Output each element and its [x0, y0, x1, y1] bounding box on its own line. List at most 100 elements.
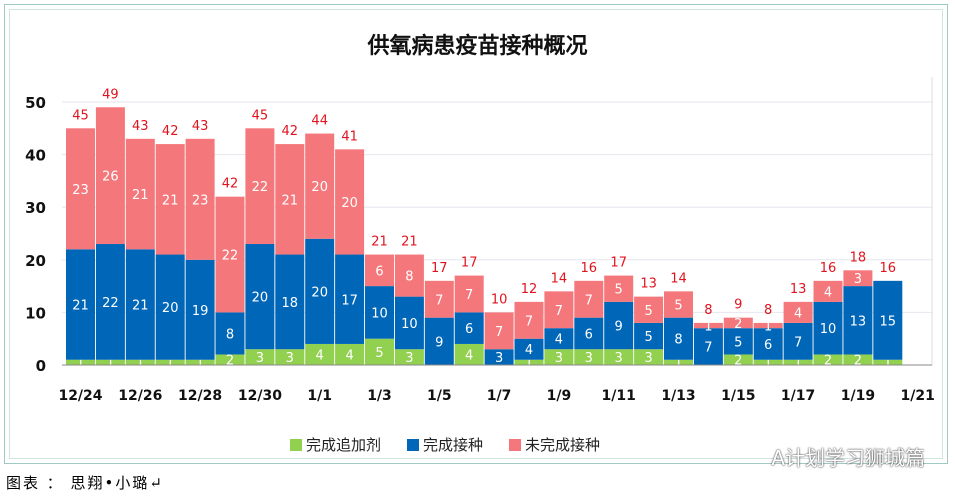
data-label: 5	[734, 335, 742, 350]
bar-segment	[155, 144, 185, 255]
bar-segment	[125, 249, 155, 360]
data-label: 6	[375, 264, 383, 279]
bar-segment	[753, 322, 783, 329]
bar-segment	[783, 301, 813, 323]
x-tick-label: 1/9	[547, 388, 572, 404]
bar-segment	[544, 291, 574, 329]
data-label: 6	[585, 327, 593, 342]
data-label: 13	[850, 314, 867, 329]
total-label: 43	[192, 119, 209, 134]
legend: 完成追加剂 完成接种 未完成接种	[290, 434, 600, 455]
data-label: 20	[162, 301, 179, 316]
bar-segment	[873, 359, 903, 365]
bar-segment	[215, 196, 245, 313]
legend-label: 完成接种	[423, 436, 484, 454]
data-label: 1	[704, 320, 712, 335]
bar-segment	[424, 280, 454, 318]
bar-segment	[634, 322, 664, 350]
data-label: 20	[252, 291, 269, 306]
chart-title: 供氧病患疫苗接种概况	[367, 34, 588, 59]
data-label: 23	[72, 183, 89, 198]
bar-segment	[723, 317, 753, 329]
footer-credit: 图表 ： 思翔•小璐↵	[6, 474, 164, 492]
total-label: 45	[252, 108, 269, 123]
bar-segment	[753, 359, 783, 365]
total-label: 21	[371, 235, 388, 250]
data-label: 1	[764, 320, 772, 335]
data-label: 7	[794, 335, 802, 350]
chart-plot: 0102030405012123451222649121214312021421…	[25, 77, 935, 404]
bar-segment	[394, 349, 424, 365]
data-label: 21	[162, 193, 179, 208]
total-label: 8	[704, 303, 712, 318]
total-label: 44	[311, 114, 328, 129]
data-label: 2	[824, 354, 832, 369]
bar-segment	[514, 359, 544, 365]
data-label: 21	[132, 299, 149, 314]
data-label: 10	[401, 317, 418, 332]
bar-segment	[693, 322, 723, 329]
bar-segment	[394, 296, 424, 350]
bar-segment	[275, 254, 305, 350]
legend-label: 未完成接种	[525, 436, 601, 454]
bar-segment	[514, 338, 544, 360]
total-label: 9	[734, 298, 742, 313]
bar-segment	[95, 107, 125, 245]
bar-segment	[66, 359, 95, 365]
total-label: 17	[461, 256, 478, 271]
data-label: 15	[880, 314, 897, 329]
data-label: 6	[764, 338, 772, 353]
data-label: 3	[854, 272, 862, 287]
total-label: 42	[282, 124, 299, 139]
data-label: 22	[252, 180, 269, 195]
bar-segment	[424, 317, 454, 365]
bar-segment	[454, 312, 484, 344]
bar-segment	[245, 128, 275, 245]
bar-segment	[723, 328, 753, 355]
data-label: 2	[734, 354, 742, 369]
data-label: 4	[794, 306, 802, 321]
bar-segment	[215, 312, 245, 355]
data-label: 21	[282, 193, 299, 208]
data-label: 22	[222, 249, 239, 264]
x-tick-label: 1/19	[841, 388, 875, 404]
data-label: 5	[674, 299, 682, 314]
bar-segment	[454, 275, 484, 313]
data-label: 1	[884, 356, 892, 371]
data-label: 7	[585, 293, 593, 308]
total-label: 45	[72, 108, 89, 123]
data-label: 7	[704, 341, 712, 356]
x-tick-label: 1/21	[901, 388, 935, 404]
legend-item: 完成追加剂	[290, 434, 381, 455]
chart-frame	[4, 4, 948, 464]
data-label: 4	[555, 333, 563, 348]
bar-segment	[95, 244, 125, 360]
x-tick-label: 12/26	[118, 388, 162, 404]
bar-segment	[813, 280, 843, 302]
bar-segment	[305, 343, 335, 365]
total-label: 16	[581, 261, 598, 276]
y-tick-label: 30	[25, 199, 46, 217]
total-label: 17	[431, 261, 448, 276]
data-label: 4	[525, 343, 533, 358]
data-label: 7	[465, 288, 473, 303]
data-label: 7	[435, 293, 443, 308]
bar-segment	[365, 254, 394, 287]
bar-segment	[66, 249, 95, 360]
y-tick-label: 20	[25, 252, 46, 270]
bar-segment	[484, 312, 514, 350]
data-label: 7	[495, 325, 503, 340]
data-label: 3	[555, 351, 563, 366]
data-label: 7	[555, 304, 563, 319]
total-label: 10	[491, 292, 508, 307]
x-tick-label: 1/3	[367, 388, 392, 404]
legend-label: 完成追加剂	[306, 436, 382, 454]
legend-item: 未完成接种	[509, 434, 600, 455]
bar-segment	[873, 280, 903, 360]
total-label: 13	[790, 282, 807, 297]
bar-segment	[843, 354, 873, 365]
data-label: 9	[435, 335, 443, 350]
data-label: 1	[136, 356, 144, 371]
data-label: 3	[585, 351, 593, 366]
data-label: 4	[345, 348, 353, 363]
